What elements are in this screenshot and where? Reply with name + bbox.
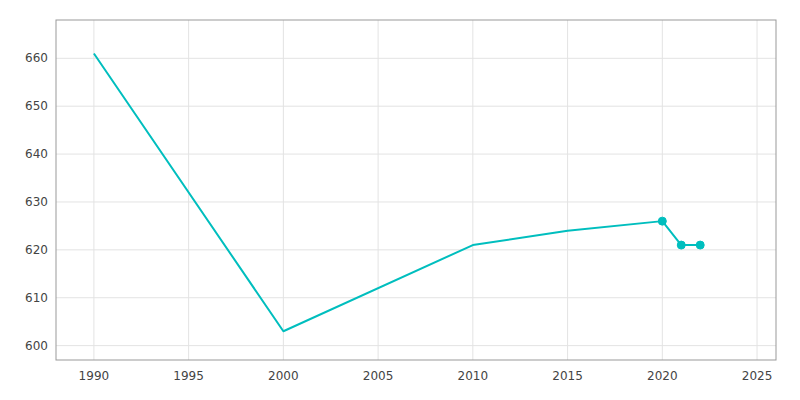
y-tick-label: 650 [25, 99, 48, 113]
y-tick-label: 630 [25, 195, 48, 209]
x-tick-label: 2005 [363, 369, 394, 383]
line [94, 54, 700, 332]
x-tick-label: 1990 [79, 369, 110, 383]
chart-container: 1990 1995 2000 2005 2010 2015 2020 2025 600 610 62… [0, 0, 800, 400]
plot-area [94, 54, 704, 332]
plot-frame [56, 20, 776, 360]
grid-line-y [56, 154, 776, 155]
grid-line-y [56, 201, 776, 202]
grid-line-y [56, 58, 776, 59]
grid-line-x [93, 20, 94, 360]
grid-line-x [662, 20, 663, 360]
x-tick-label: 1995 [173, 369, 204, 383]
x-tick-label: 2020 [647, 369, 678, 383]
grid-line-x [188, 20, 189, 360]
grid-line-y [56, 345, 776, 346]
x-tick-label: 2025 [742, 369, 773, 383]
axes: 1990 1995 2000 2005 2010 2015 2020 2025 600 610 62… [25, 20, 776, 383]
grid-line-x [283, 20, 284, 360]
x-tick-label: 2015 [552, 369, 583, 383]
marker [696, 241, 704, 249]
chart: 1990 1995 2000 2005 2010 2015 2020 2025 600 610 62… [0, 0, 800, 400]
x-tick-label: 2000 [268, 369, 299, 383]
y-tick-label: 620 [25, 243, 48, 257]
grid-line-x [472, 20, 473, 360]
marker [677, 241, 685, 249]
grid-line-y [56, 297, 776, 298]
grid-line-x [757, 20, 758, 360]
grid-line-x [567, 20, 568, 360]
grid-line-y [56, 249, 776, 250]
grid [56, 20, 776, 360]
y-tick-label: 610 [25, 291, 48, 305]
x-tick-label: 2010 [458, 369, 489, 383]
grid-line-y [56, 106, 776, 107]
y-tick-label: 660 [25, 51, 48, 65]
grid-line-x [378, 20, 379, 360]
marker [658, 217, 666, 225]
y-tick-label: 640 [25, 147, 48, 161]
y-tick-label: 600 [25, 339, 48, 353]
